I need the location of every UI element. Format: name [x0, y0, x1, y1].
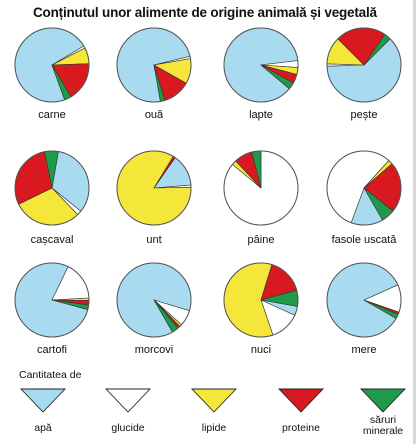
legend-swatch-proteine	[277, 388, 325, 413]
pie-outline	[223, 27, 299, 103]
page-edge	[413, 0, 416, 444]
pie-outline	[223, 150, 299, 226]
pie-nuci: nuci	[223, 262, 299, 356]
pie-label: pește	[351, 109, 378, 121]
pie-pește: pește	[326, 27, 402, 121]
pie-label: unt	[146, 234, 161, 246]
chart-title: Conținutul unor alimente de origine anim…	[33, 5, 377, 20]
pie-charts-grid: carne ouă lapte pește cașcaval unt pâine fasole…	[14, 27, 402, 356]
pie-label: ouă	[145, 109, 164, 121]
legend-label-proteine: proteine	[282, 422, 320, 434]
pie-label: pâine	[248, 234, 275, 246]
pie-mere: mere	[326, 262, 402, 356]
legend-label-glucide: glucide	[111, 422, 144, 434]
pie-outline	[14, 262, 90, 338]
pie-label: lapte	[249, 109, 273, 121]
pie-unt: unt	[116, 150, 192, 246]
pie-cașcaval: cașcaval	[14, 150, 90, 246]
pie-morcovi: morcovi	[116, 262, 192, 356]
pie-outline	[116, 262, 192, 338]
pie-cartofi: cartofi	[14, 262, 90, 356]
legend-swatch-glucide	[104, 388, 152, 413]
pie-lapte: lapte	[223, 27, 299, 121]
legend-swatch-apa	[19, 388, 67, 413]
legend-swatch-lipide	[190, 388, 238, 413]
pie-ouă: ouă	[116, 27, 192, 121]
pie-label: cașcaval	[31, 234, 74, 246]
pie-pâine: pâine	[223, 150, 299, 246]
pie-outline	[14, 150, 90, 226]
pie-label: cartofi	[37, 344, 67, 356]
pie-outline	[116, 27, 192, 103]
pie-outline	[223, 262, 299, 338]
pie-outline	[326, 27, 402, 103]
pie-outline	[14, 27, 90, 103]
legend-label-lipide: lipide	[202, 422, 227, 434]
pie-outline	[326, 150, 402, 226]
pie-label: fasole uscată	[332, 234, 398, 246]
pie-outline	[116, 150, 192, 226]
legend-title: Cantitatea de	[19, 369, 82, 381]
pie-label: mere	[351, 344, 376, 356]
pie-label: morcovi	[135, 344, 174, 356]
legend-label-saruri: săruri minerale	[363, 414, 403, 437]
pie-label: nuci	[251, 344, 271, 356]
legend-label-apa: apă	[34, 422, 52, 434]
pie-label: carne	[38, 109, 66, 121]
pie-fasole-uscată: fasole uscată	[326, 150, 402, 246]
pie-outline	[326, 262, 402, 338]
pie-carne: carne	[14, 27, 90, 121]
legend-swatch-saruri	[359, 388, 407, 413]
